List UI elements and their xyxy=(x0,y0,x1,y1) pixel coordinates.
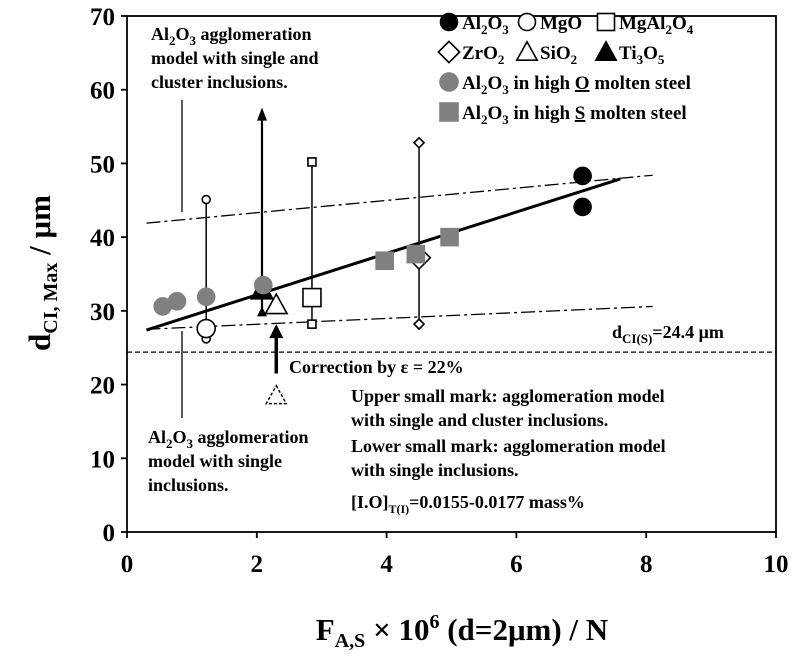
y-tick-label: 20 xyxy=(90,373,115,400)
x-tick-label: 4 xyxy=(380,551,393,578)
range-low-mark xyxy=(412,317,426,331)
legend-item: Al2O3 in high O molten steel xyxy=(439,72,691,97)
range-high-mark xyxy=(412,136,426,149)
x-tick-label: 2 xyxy=(251,551,264,578)
y-tick-label: 10 xyxy=(90,446,115,473)
lower-dashdot-line xyxy=(146,305,653,330)
annotation-line: Al2O3 agglomeration xyxy=(151,24,312,48)
point-square-gray xyxy=(440,227,459,247)
legend-item: MgAl2O4 xyxy=(596,12,694,37)
legend-item: SiO2 xyxy=(515,40,577,67)
range-low-mark xyxy=(256,306,267,317)
legend-label: ZrO2 xyxy=(462,43,504,67)
legend-marker xyxy=(439,72,459,92)
range-arrow-head xyxy=(256,107,267,121)
annotation-line: model with single xyxy=(148,451,282,471)
legend-marker xyxy=(439,102,459,122)
range-high-mark xyxy=(307,157,317,167)
note-line-2: with single and cluster inclusions. xyxy=(351,410,608,430)
annotation-line: cluster inclusions. xyxy=(151,72,288,92)
annotation-line: Al2O3 agglomeration xyxy=(148,427,309,451)
y-tick-label: 70 xyxy=(90,4,115,31)
legend-label: Al2O3 in high O molten steel xyxy=(462,73,691,97)
point-circle-gray xyxy=(196,287,216,307)
note-line-3: Lower small mark: agglomeration model xyxy=(351,436,666,456)
y-axis-title: dCI, Max / μm xyxy=(22,195,62,351)
range-low-mark xyxy=(307,319,317,329)
legend-item: Al2O3 in high S molten steel xyxy=(439,102,687,127)
legend-item: ZrO2 xyxy=(437,40,504,67)
legend-label: MgAl2O4 xyxy=(619,13,694,37)
x-tick-label: 6 xyxy=(510,551,523,578)
legend-item: MgO xyxy=(517,12,582,34)
correction-arrow-head xyxy=(269,324,284,339)
annotation-line: inclusions. xyxy=(148,475,229,495)
legend-marker xyxy=(437,40,461,64)
correction-label: Correction by ε = 22% xyxy=(289,357,464,377)
note-line-1: Upper small mark: agglomeration model xyxy=(351,386,665,406)
x-tick-label: 8 xyxy=(640,551,653,578)
x-tick-label: 0 xyxy=(121,551,134,578)
legend-marker xyxy=(517,12,537,32)
note-line-4: with single inclusions. xyxy=(351,460,519,480)
point-circle-filled xyxy=(573,197,592,217)
legend-item: Ti3O5 xyxy=(594,40,665,67)
upper-dashdot-line xyxy=(146,174,653,224)
data-marks xyxy=(153,107,592,405)
y-tick-label: 50 xyxy=(90,151,115,178)
x-tick-label: 10 xyxy=(764,551,789,578)
y-tick-label: 30 xyxy=(90,299,115,326)
point-square-gray xyxy=(406,244,426,264)
annotation-line: model with single and xyxy=(151,48,319,68)
legend: Al2O3 MgO MgAl2O4 ZrO2 SiO2 Ti3O5 Al2O3 in hig… xyxy=(437,12,694,127)
point-circle-open xyxy=(196,318,216,339)
legend-marker xyxy=(515,40,539,61)
axis-ticks: 0 2 4 6 8 10 0 10 20 30 40 50 60 70 xyxy=(90,4,789,578)
legend-marker xyxy=(596,12,616,32)
legend-label: Al2O3 in high S molten steel xyxy=(462,103,687,127)
point-circle-gray xyxy=(253,275,273,295)
legend-label: MgO xyxy=(540,13,582,34)
uncorrected-sio2-mark xyxy=(265,384,288,405)
point-triangle-open xyxy=(264,292,289,315)
legend-marker xyxy=(439,12,459,32)
point-square-open xyxy=(302,287,322,308)
y-tick-label: 40 xyxy=(90,225,115,252)
y-tick-label: 0 xyxy=(103,520,116,547)
x-axis-title: FA,S × 106 (d=2μm) / N xyxy=(316,611,608,652)
y-tick-label: 60 xyxy=(90,78,115,105)
legend-label: Al2O3 xyxy=(462,13,509,37)
legend-item: Al2O3 xyxy=(439,12,509,37)
legend-label: SiO2 xyxy=(540,43,577,67)
point-circle-gray xyxy=(167,291,187,311)
legend-label: Ti3O5 xyxy=(619,43,665,67)
point-circle-filled xyxy=(573,166,592,186)
reference-label: dCI(S)=24.4 μm xyxy=(612,322,724,346)
oxygen-range-label: [I.O]T(I)=0.0155-0.0177 mass% xyxy=(351,492,585,516)
point-square-gray xyxy=(375,251,394,271)
range-high-mark xyxy=(201,194,211,205)
legend-marker xyxy=(594,40,618,61)
